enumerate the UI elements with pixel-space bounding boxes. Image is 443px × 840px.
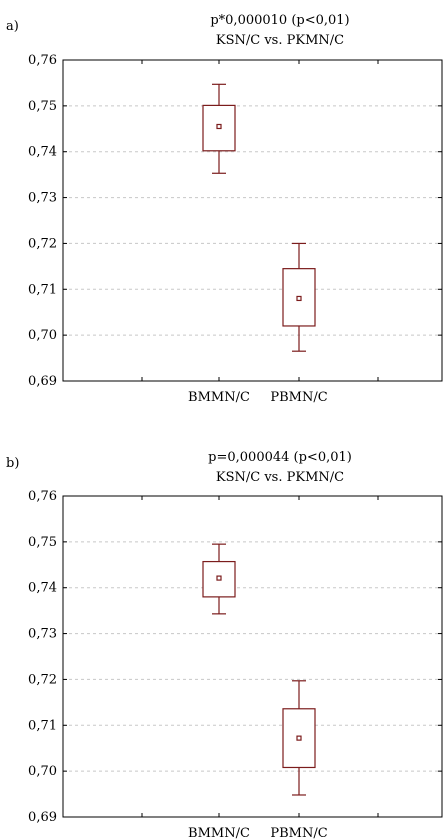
y-tick-label: 0,70 (28, 764, 57, 779)
y-tick-label: 0,69 (28, 810, 57, 825)
y-tick-label: 0,72 (28, 236, 57, 251)
x-category-label: BMMN/C (188, 826, 250, 840)
mean-marker (216, 123, 222, 130)
y-tick-label: 0,69 (28, 374, 57, 389)
mean-marker (296, 735, 302, 741)
y-tick-label: 0,76 (28, 53, 57, 68)
x-category-label: BMMN/C (188, 390, 250, 405)
y-tick-label: 0,74 (28, 145, 57, 160)
y-tick-label: 0,71 (28, 282, 57, 297)
y-tick-label: 0,73 (28, 627, 57, 642)
plot-frame (62, 495, 443, 818)
panel-label: b) (6, 456, 19, 471)
chart-title-line: KSN/C vs. PKMN/C (216, 33, 344, 48)
y-tick-label: 0,72 (28, 672, 57, 687)
mean-marker (216, 575, 222, 581)
chart-title-line: p*0,000010 (p<0,01) (210, 13, 349, 28)
y-tick-label: 0,74 (28, 581, 57, 596)
chart-title-line: KSN/C vs. PKMN/C (216, 470, 344, 485)
plot-frame (62, 59, 443, 382)
y-tick-label: 0,73 (28, 191, 57, 206)
panel-label: a) (6, 19, 19, 34)
y-tick-label: 0,75 (28, 99, 57, 114)
chart-title-line: p=0,000044 (p<0,01) (208, 450, 352, 465)
x-category-label: PBMN/C (270, 826, 327, 840)
mean-marker (296, 295, 302, 302)
y-tick-label: 0,70 (28, 328, 57, 343)
y-tick-label: 0,75 (28, 535, 57, 550)
x-category-label: PBMN/C (270, 390, 327, 405)
y-tick-label: 0,71 (28, 718, 57, 733)
y-tick-label: 0,76 (28, 489, 57, 504)
